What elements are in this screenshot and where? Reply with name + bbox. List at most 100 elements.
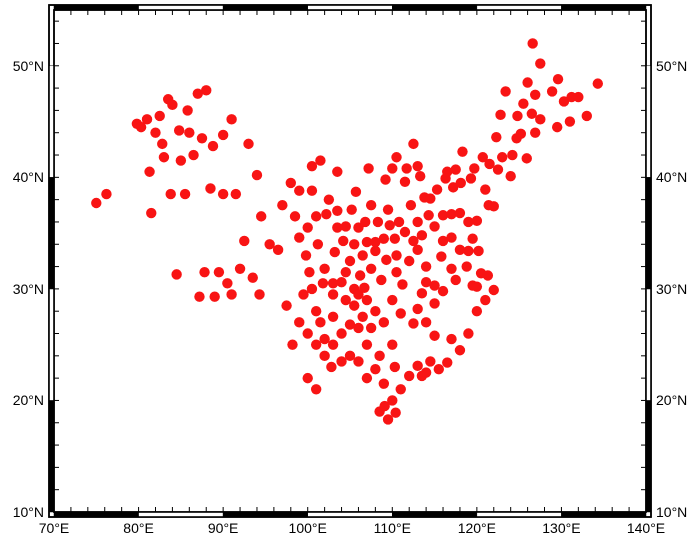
data-point [218,130,228,140]
data-point [353,323,363,333]
data-point [527,38,537,48]
data-point [463,246,473,256]
data-point [387,295,397,305]
data-point [239,236,249,246]
data-point [573,92,583,102]
data-point [547,86,557,96]
data-point [360,217,370,227]
data-point [473,246,483,256]
data-point [349,239,359,249]
data-point [307,284,317,294]
data-point [412,161,422,171]
x-tick-bottom: 120°E [458,520,496,534]
data-point [385,220,395,230]
data-point [294,317,304,327]
data-point [353,356,363,366]
data-point [218,189,228,199]
data-point [341,267,351,277]
data-point [256,211,266,221]
data-point [423,210,433,220]
data-point [321,209,331,219]
data-point [338,236,348,246]
data-point [396,384,406,394]
data-point [462,261,472,271]
data-point [174,125,184,135]
data-point [391,250,401,260]
data-point [472,216,482,226]
data-point [315,155,325,165]
data-point [489,285,499,295]
data-point [480,295,490,305]
data-point [374,351,384,361]
data-point [446,232,456,242]
data-point [273,245,283,255]
data-point [565,116,575,126]
data-point [332,206,342,216]
data-point [144,167,154,177]
data-point [381,255,391,265]
data-point [429,331,439,341]
data-point [516,129,526,139]
y-tick-right: 40°N [656,169,687,185]
data-point [390,233,400,243]
data-point [553,74,563,84]
data-point [351,187,361,197]
data-point [535,114,545,124]
data-point [194,291,204,301]
data-point [182,105,192,115]
data-point [370,306,380,316]
data-point [434,364,444,374]
data-point [417,230,427,240]
data-point [391,152,401,162]
data-point [226,289,236,299]
data-point [429,221,439,231]
data-point [188,150,198,160]
data-point [480,184,490,194]
data-point [332,167,342,177]
data-point [286,178,296,188]
data-point [208,141,218,151]
data-point [522,153,532,163]
data-point [355,270,365,280]
data-point [346,204,356,214]
x-tick-bottom: 130°E [542,520,580,534]
data-point [446,334,456,344]
data-point [362,295,372,305]
data-point [421,367,431,377]
data-point [142,114,152,124]
data-point [493,164,503,174]
data-point [455,208,465,218]
data-point [287,339,297,349]
data-point [500,86,510,96]
data-point [467,233,477,243]
data-point [357,250,367,260]
data-point [412,304,422,314]
data-point [311,306,321,316]
x-tick-bottom: 110°E [374,520,411,534]
data-point [357,312,367,322]
data-point [379,233,389,243]
data-point [366,323,376,333]
data-point [497,152,507,162]
data-point [209,291,219,301]
data-point [495,110,505,120]
y-tick-left: 50°N [13,58,44,74]
data-point [456,178,466,188]
y-tick-right: 10°N [656,504,687,520]
data-point [387,395,397,405]
data-point [417,288,427,298]
data-point [311,211,321,221]
data-point [235,264,245,274]
data-point [226,114,236,124]
data-point [155,111,165,121]
data-point [535,58,545,68]
data-point [522,77,532,87]
data-point [231,189,241,199]
data-point [362,339,372,349]
data-point [307,186,317,196]
y-tick-right: 30°N [656,281,687,297]
data-point [438,286,448,296]
y-tick-left: 20°N [13,392,44,408]
data-point [328,312,338,322]
data-point [373,217,383,227]
